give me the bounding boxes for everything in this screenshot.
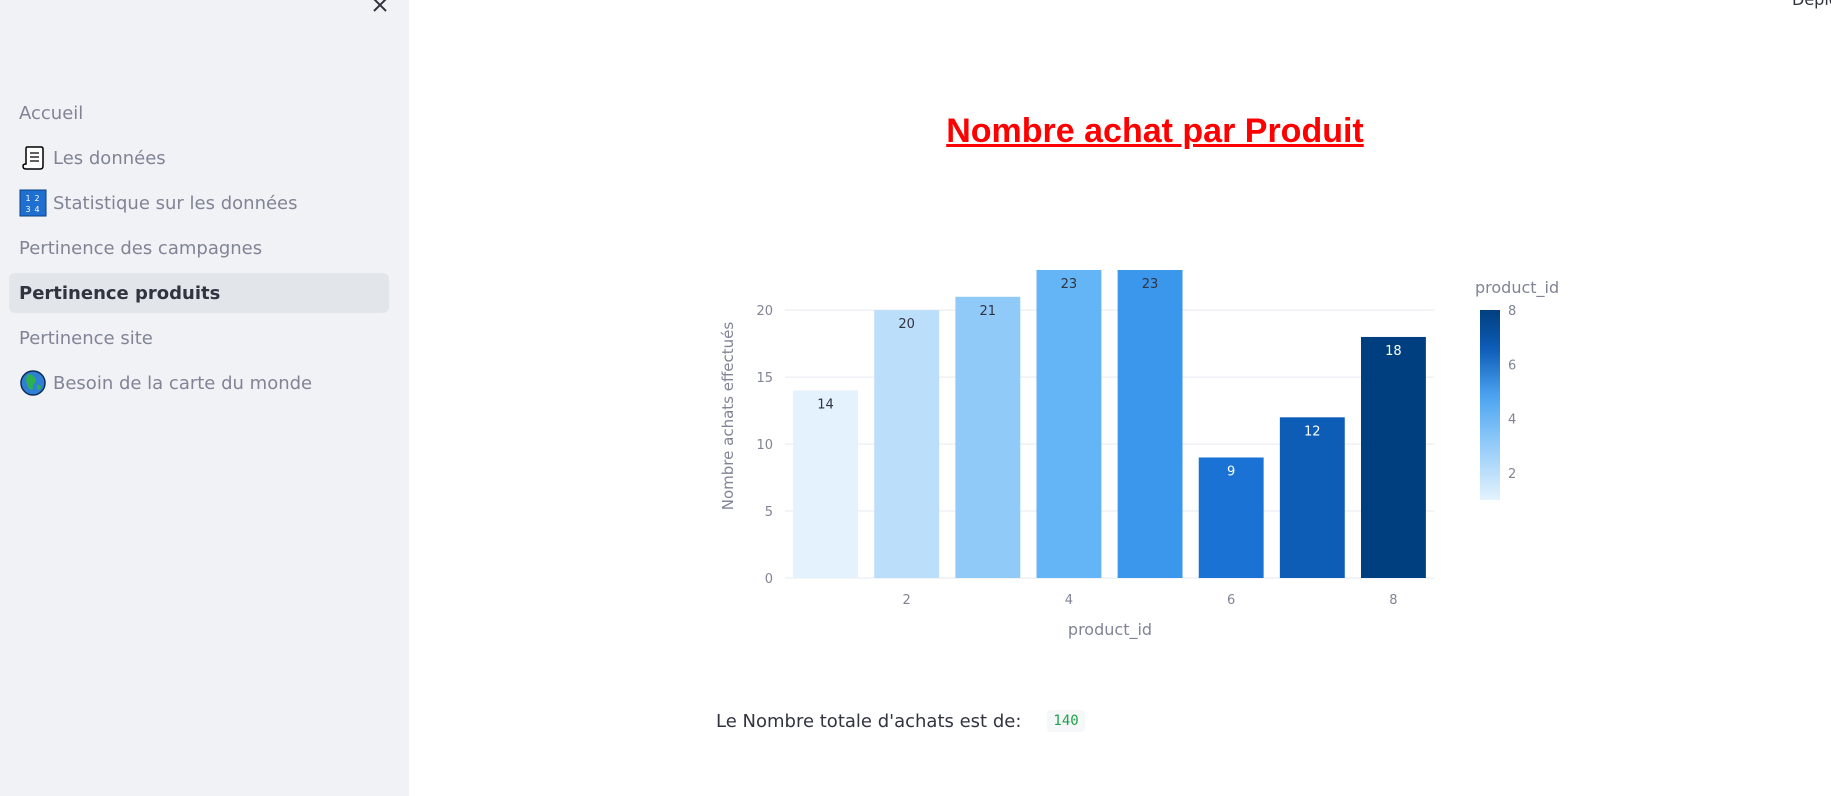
colorbar-tick-label: 6 xyxy=(1508,358,1516,373)
colorbar-title: product_id xyxy=(1475,278,1559,298)
x-tick-label: 6 xyxy=(1227,593,1235,608)
sidebar-item-label: Besoin de la carte du monde xyxy=(53,372,313,394)
bar xyxy=(1198,457,1264,578)
number-icon-digit: 2 xyxy=(34,194,39,203)
bar xyxy=(955,296,1021,578)
total-purchases-row: Le Nombre totale d'achats est de: 140 xyxy=(716,710,1085,732)
colorbar-tick-label: 2 xyxy=(1508,467,1516,482)
total-purchases-value: 140 xyxy=(1047,710,1085,732)
sidebar-item-label: Statistique sur les données xyxy=(53,192,298,214)
bar-value-label: 23 xyxy=(1061,277,1078,292)
y-axis-title: Nombre achats effectués xyxy=(719,322,737,511)
y-tick-label: 15 xyxy=(756,371,773,386)
y-tick-label: 0 xyxy=(765,572,773,587)
number-icon-digit: 3 xyxy=(25,205,30,214)
y-tick-label: 20 xyxy=(756,304,773,319)
sidebar-item-accueil[interactable]: Accueil xyxy=(9,93,389,133)
sidebar-item-label: Les données xyxy=(53,147,166,169)
colorbar-tick-label: 4 xyxy=(1508,413,1516,428)
x-tick-label: 4 xyxy=(1065,593,1073,608)
sidebar-item-statistique[interactable]: 1 2 3 4 Statistique sur les données xyxy=(9,183,389,223)
close-icon xyxy=(373,0,387,12)
bar xyxy=(1279,417,1345,578)
bar-value-label: 9 xyxy=(1227,464,1235,479)
y-tick-label: 10 xyxy=(756,438,773,453)
colorbar-tick-label: 8 xyxy=(1508,304,1516,319)
page-title: Nombre achat par Produit xyxy=(946,112,1364,150)
sidebar-item-label: Pertinence produits xyxy=(19,282,221,304)
sidebar-item-pertinence-produits[interactable]: Pertinence produits xyxy=(9,273,389,313)
bar-value-label: 14 xyxy=(817,398,834,413)
bar-value-label: 18 xyxy=(1385,344,1402,359)
x-tick-label: 2 xyxy=(903,593,911,608)
colorbar-gradient xyxy=(1480,310,1500,500)
bar xyxy=(793,390,859,578)
globe-icon xyxy=(19,369,47,397)
bar-value-label: 12 xyxy=(1304,424,1321,439)
number-icon-digit: 1 xyxy=(25,194,30,203)
bar xyxy=(874,310,940,578)
x-tick-label: 8 xyxy=(1389,593,1397,608)
x-axis-title: product_id xyxy=(1068,620,1152,640)
colorbar-legend: product_id 2 4 6 8 xyxy=(1475,278,1559,500)
bar xyxy=(1360,336,1426,578)
sidebar-item-label: Accueil xyxy=(19,102,84,124)
sidebar-item-pertinence-site[interactable]: Pertinence site xyxy=(9,318,389,358)
number-icon-digit: 4 xyxy=(34,205,39,214)
bar-value-label: 21 xyxy=(980,304,997,319)
sidebar-item-les-donnees[interactable]: Les données xyxy=(9,138,389,178)
sidebar-item-label: Pertinence site xyxy=(19,327,153,349)
numbers-1234-icon: 1 2 3 4 xyxy=(19,189,47,217)
total-purchases-label: Le Nombre totale d'achats est de: xyxy=(716,710,1022,732)
y-tick-label: 5 xyxy=(765,505,773,520)
deploy-button[interactable]: Deplo xyxy=(1792,0,1831,9)
sidebar-item-carte-du-monde[interactable]: Besoin de la carte du monde xyxy=(9,363,389,403)
bar xyxy=(1117,270,1183,578)
sidebar-item-label: Pertinence des campagnes xyxy=(19,237,263,259)
bar xyxy=(1036,270,1102,578)
sidebar-item-pertinence-campagnes[interactable]: Pertinence des campagnes xyxy=(9,228,389,268)
scroll-icon xyxy=(19,144,47,172)
bar-value-label: 20 xyxy=(898,317,915,332)
sidebar: Accueil Les données 1 2 3 4 Statistique … xyxy=(0,0,409,796)
close-sidebar-button[interactable] xyxy=(365,0,395,18)
bar-value-label: 23 xyxy=(1142,277,1159,292)
